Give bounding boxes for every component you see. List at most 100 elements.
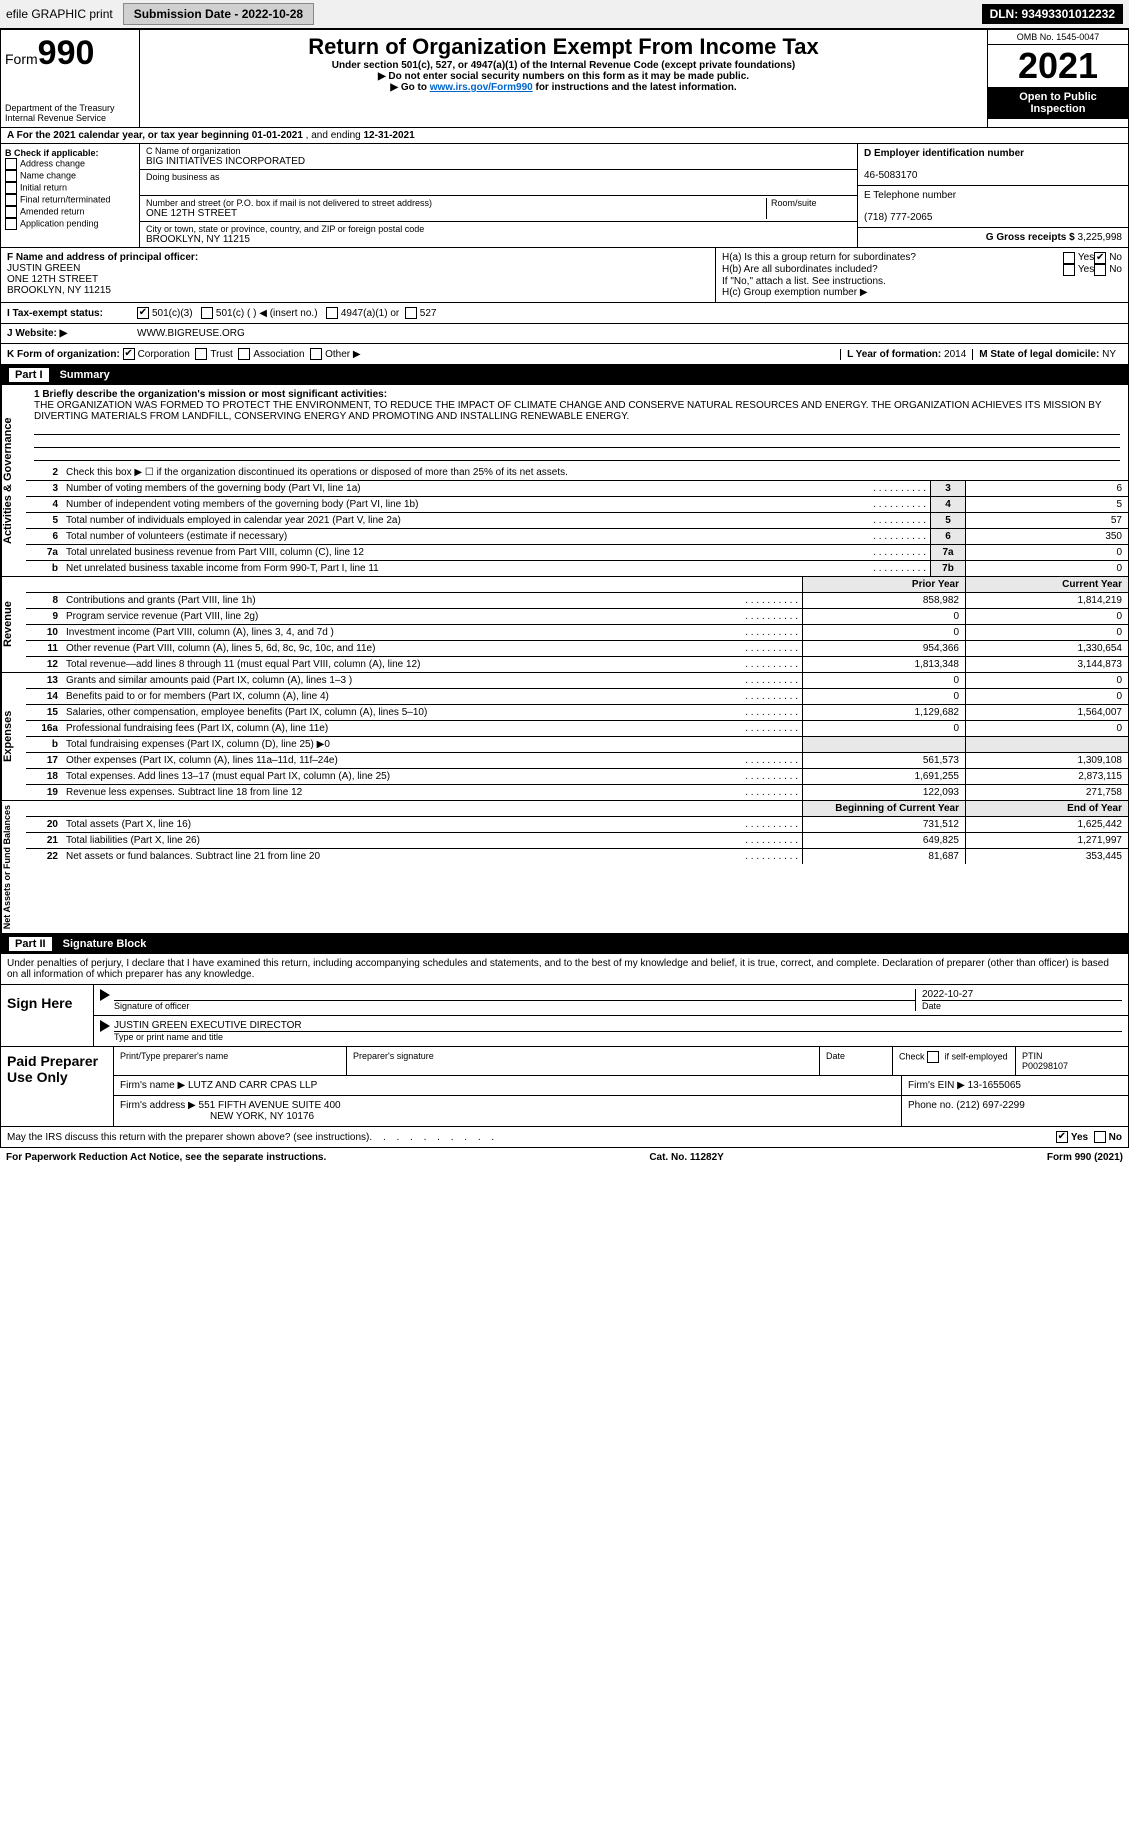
- line-box: 6: [930, 529, 965, 544]
- part2-header: Part II Signature Block: [0, 934, 1129, 954]
- section-net-assets: Net Assets or Fund Balances Beginning of…: [0, 801, 1129, 934]
- prior-value: 1,691,255: [802, 769, 965, 784]
- chk-amended[interactable]: [5, 206, 17, 218]
- prior-value: 1,813,348: [802, 657, 965, 672]
- current-value: 0: [965, 721, 1128, 736]
- chk-final-return[interactable]: [5, 194, 17, 206]
- chk-app-pending[interactable]: [5, 218, 17, 230]
- line-label: Investment income (Part VIII, column (A)…: [62, 625, 802, 640]
- line-label: Number of voting members of the governin…: [62, 481, 930, 496]
- table-row: 3 Number of voting members of the govern…: [26, 481, 1128, 497]
- line-value: 0: [965, 561, 1128, 576]
- dba-label: Doing business as: [146, 172, 851, 182]
- chk-other[interactable]: [310, 348, 322, 360]
- table-row: 19 Revenue less expenses. Subtract line …: [26, 785, 1128, 800]
- line-num: 12: [26, 657, 62, 672]
- hb-label: H(b) Are all subordinates included?: [722, 264, 1063, 276]
- lbl-527: 527: [420, 308, 437, 319]
- line-label: Program service revenue (Part VIII, line…: [62, 609, 802, 624]
- table-row: 17 Other expenses (Part IX, column (A), …: [26, 753, 1128, 769]
- table-row: 18 Total expenses. Add lines 13–17 (must…: [26, 769, 1128, 785]
- line-box: 3: [930, 481, 965, 496]
- addr-label: Number and street (or P.O. box if mail i…: [146, 198, 766, 208]
- irs-link[interactable]: www.irs.gov/Form990: [430, 82, 533, 93]
- line-value: 350: [965, 529, 1128, 544]
- line-label: Number of independent voting members of …: [62, 497, 930, 512]
- table-row: 15 Salaries, other compensation, employe…: [26, 705, 1128, 721]
- chk-ha-no[interactable]: [1094, 252, 1106, 264]
- current-value: 0: [965, 689, 1128, 704]
- line-num: 3: [26, 481, 62, 496]
- chk-527[interactable]: [405, 307, 417, 319]
- line-label: Revenue less expenses. Subtract line 18 …: [62, 785, 802, 800]
- chk-501c[interactable]: [201, 307, 213, 319]
- line-label: Contributions and grants (Part VIII, lin…: [62, 593, 802, 608]
- sig-officer-label: Signature of officer: [114, 1000, 915, 1011]
- open-public-badge: Open to Public Inspection: [988, 87, 1128, 119]
- chk-assoc[interactable]: [238, 348, 250, 360]
- top-bar: efile GRAPHIC print Submission Date - 20…: [0, 0, 1129, 28]
- chk-initial-return[interactable]: [5, 182, 17, 194]
- chk-4947[interactable]: [326, 307, 338, 319]
- chk-hb-no[interactable]: [1094, 264, 1106, 276]
- line-num: 6: [26, 529, 62, 544]
- lbl-address-change: Address change: [20, 158, 85, 168]
- chk-corp[interactable]: [123, 348, 135, 360]
- form-title: Return of Organization Exempt From Incom…: [144, 34, 983, 60]
- prior-value: 81,687: [802, 849, 965, 864]
- firm-ein: 13-1655065: [968, 1080, 1021, 1091]
- l-label: L Year of formation:: [847, 349, 941, 360]
- chk-501c3[interactable]: [137, 307, 149, 319]
- line-num: 5: [26, 513, 62, 528]
- prior-value: 0: [802, 721, 965, 736]
- m-value: NY: [1102, 349, 1116, 360]
- chk-address-change[interactable]: [5, 158, 17, 170]
- may-yes: Yes: [1071, 1132, 1088, 1143]
- lbl-corp: Corporation: [138, 349, 190, 360]
- chk-self-employed[interactable]: [927, 1051, 939, 1063]
- chk-hb-yes[interactable]: [1063, 264, 1075, 276]
- current-value: 271,758: [965, 785, 1128, 800]
- submission-date-button[interactable]: Submission Date - 2022-10-28: [123, 3, 314, 25]
- paid-h1: Print/Type preparer's name: [114, 1047, 347, 1075]
- table-row: 5 Total number of individuals employed i…: [26, 513, 1128, 529]
- form-number: 990: [38, 34, 95, 72]
- line-num: 4: [26, 497, 62, 512]
- line-box: 5: [930, 513, 965, 528]
- chk-may-no[interactable]: [1094, 1131, 1106, 1143]
- goto-post: for instructions and the latest informat…: [533, 82, 737, 93]
- paid-preparer-label: Paid Preparer Use Only: [1, 1047, 114, 1126]
- lbl-4947: 4947(a)(1) or: [341, 308, 399, 319]
- firm-addr-label: Firm's address ▶: [120, 1100, 196, 1111]
- current-value: 0: [965, 673, 1128, 688]
- block-bcde: B Check if applicable: Address change Na…: [0, 144, 1129, 248]
- current-value: 0: [965, 625, 1128, 640]
- chk-trust[interactable]: [195, 348, 207, 360]
- chk-may-yes[interactable]: [1056, 1131, 1068, 1143]
- room-label: Room/suite: [766, 198, 851, 219]
- part1-title: Summary: [60, 369, 110, 381]
- arrow-icon: [100, 1020, 110, 1032]
- ha-label: H(a) Is this a group return for subordin…: [722, 252, 1063, 264]
- line-label: Net unrelated business taxable income fr…: [62, 561, 930, 576]
- table-row: 20 Total assets (Part X, line 16). . . .…: [26, 817, 1128, 833]
- chk-name-change[interactable]: [5, 170, 17, 182]
- sign-here-label: Sign Here: [1, 985, 94, 1046]
- part2-num: Part II: [9, 937, 52, 951]
- prior-value: [802, 737, 965, 752]
- prior-value: 954,366: [802, 641, 965, 656]
- sig-date: 2022-10-27: [922, 989, 1122, 1000]
- line-num: b: [26, 561, 62, 576]
- line-value: 0: [965, 545, 1128, 560]
- line-label: Net assets or fund balances. Subtract li…: [62, 849, 802, 864]
- may-no: No: [1109, 1132, 1122, 1143]
- current-value: 1,814,219: [965, 593, 1128, 608]
- line-label: Total revenue—add lines 8 through 11 (mu…: [62, 657, 802, 672]
- hdr-end-year: End of Year: [965, 801, 1128, 816]
- prior-value: 0: [802, 625, 965, 640]
- tax-year: 2021: [988, 45, 1128, 87]
- form-subtitle-1: Under section 501(c), 527, or 4947(a)(1)…: [144, 60, 983, 71]
- chk-ha-yes[interactable]: [1063, 252, 1075, 264]
- row-a-mid: , and ending: [306, 130, 364, 141]
- line-num: 18: [26, 769, 62, 784]
